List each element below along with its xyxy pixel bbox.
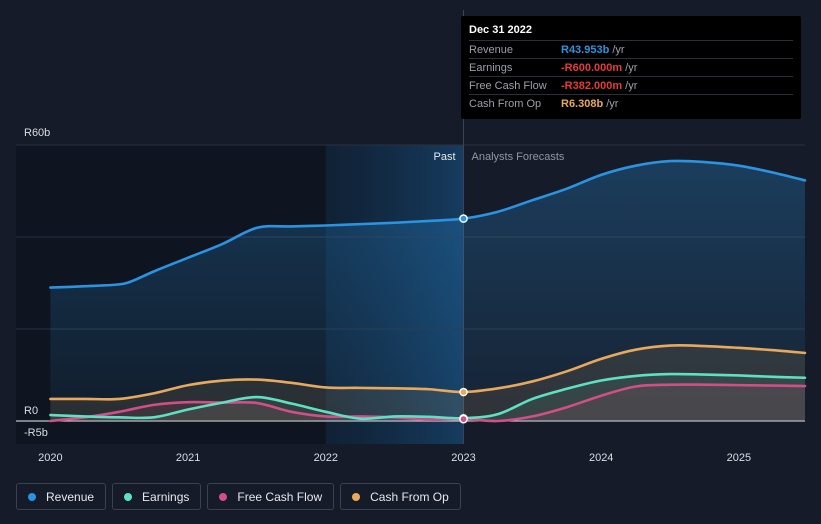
legend-label: Cash From Op	[370, 489, 449, 504]
data-tooltip: Dec 31 2022 Revenue R43.953b /yr Earning…	[461, 16, 801, 119]
fcf-area	[50, 384, 806, 422]
past-label: Past	[433, 151, 455, 163]
x-tick-label: 2023	[451, 452, 475, 464]
cfo-marker	[459, 387, 468, 397]
x-tick-label: 2022	[314, 452, 338, 464]
tooltip-label: Earnings	[469, 61, 513, 74]
revenue-marker	[459, 214, 468, 223]
tooltip-date: Dec 31 2022	[469, 24, 532, 36]
tooltip-value: -R382.000m	[561, 79, 623, 92]
fcf-line	[49, 383, 807, 423]
revenue-area	[50, 160, 806, 421]
legend-item-free-cash-flow[interactable]: Free Cash Flow	[207, 483, 335, 510]
x-tick-label: 2025	[727, 452, 751, 464]
chart-legend: Revenue Earnings Free Cash Flow Cash Fro…	[16, 483, 461, 510]
tooltip-unit: /yr	[625, 79, 638, 92]
legend-item-revenue[interactable]: Revenue	[16, 483, 107, 510]
tooltip-value: -R600.000m	[561, 61, 623, 74]
y-tick-label: R60b	[24, 127, 50, 139]
legend-dot-icon	[28, 492, 36, 501]
tooltip-row-free-cash-flow: Free Cash Flow -R382.000m /yr	[469, 76, 793, 94]
fcf-marker	[459, 414, 468, 424]
tooltip-label: Free Cash Flow	[469, 79, 547, 92]
legend-dot-icon	[124, 492, 133, 501]
tooltip-row-cash-from-op: Cash From Op R6.308b /yr	[469, 94, 793, 112]
x-tick-label: 2024	[589, 452, 613, 464]
cfo-line	[49, 344, 807, 401]
forecast-label: Analysts Forecasts	[472, 151, 565, 163]
tooltip-value: R6.308b	[561, 97, 604, 110]
earnings-area	[50, 374, 806, 421]
revenue-line	[49, 159, 807, 289]
legend-label: Revenue	[46, 489, 95, 504]
tooltip-label: Revenue	[469, 43, 514, 56]
x-tick-label: 2021	[176, 452, 200, 464]
legend-label: Free Cash Flow	[237, 489, 323, 504]
tooltip-unit: /yr	[612, 43, 625, 56]
tooltip-row-revenue: Revenue R43.953b /yr	[469, 40, 793, 58]
tooltip-unit: /yr	[625, 61, 638, 74]
legend-label: Earnings	[142, 489, 190, 504]
legend-item-cash-from-op[interactable]: Cash From Op	[340, 483, 461, 510]
earnings-line	[49, 372, 807, 421]
tooltip-row-earnings: Earnings -R600.000m /yr	[469, 58, 793, 76]
tooltip-unit: /yr	[606, 97, 619, 110]
tooltip-label: Cash From Op	[469, 97, 542, 110]
tooltip-value: R43.953b	[561, 43, 610, 56]
legend-dot-icon	[352, 492, 361, 501]
y-tick-label: R0	[24, 405, 38, 417]
legend-item-earnings[interactable]: Earnings	[112, 483, 202, 510]
x-tick-label: 2020	[38, 452, 62, 464]
y-tick-label: -R5b	[24, 427, 48, 439]
legend-dot-icon	[219, 492, 228, 501]
